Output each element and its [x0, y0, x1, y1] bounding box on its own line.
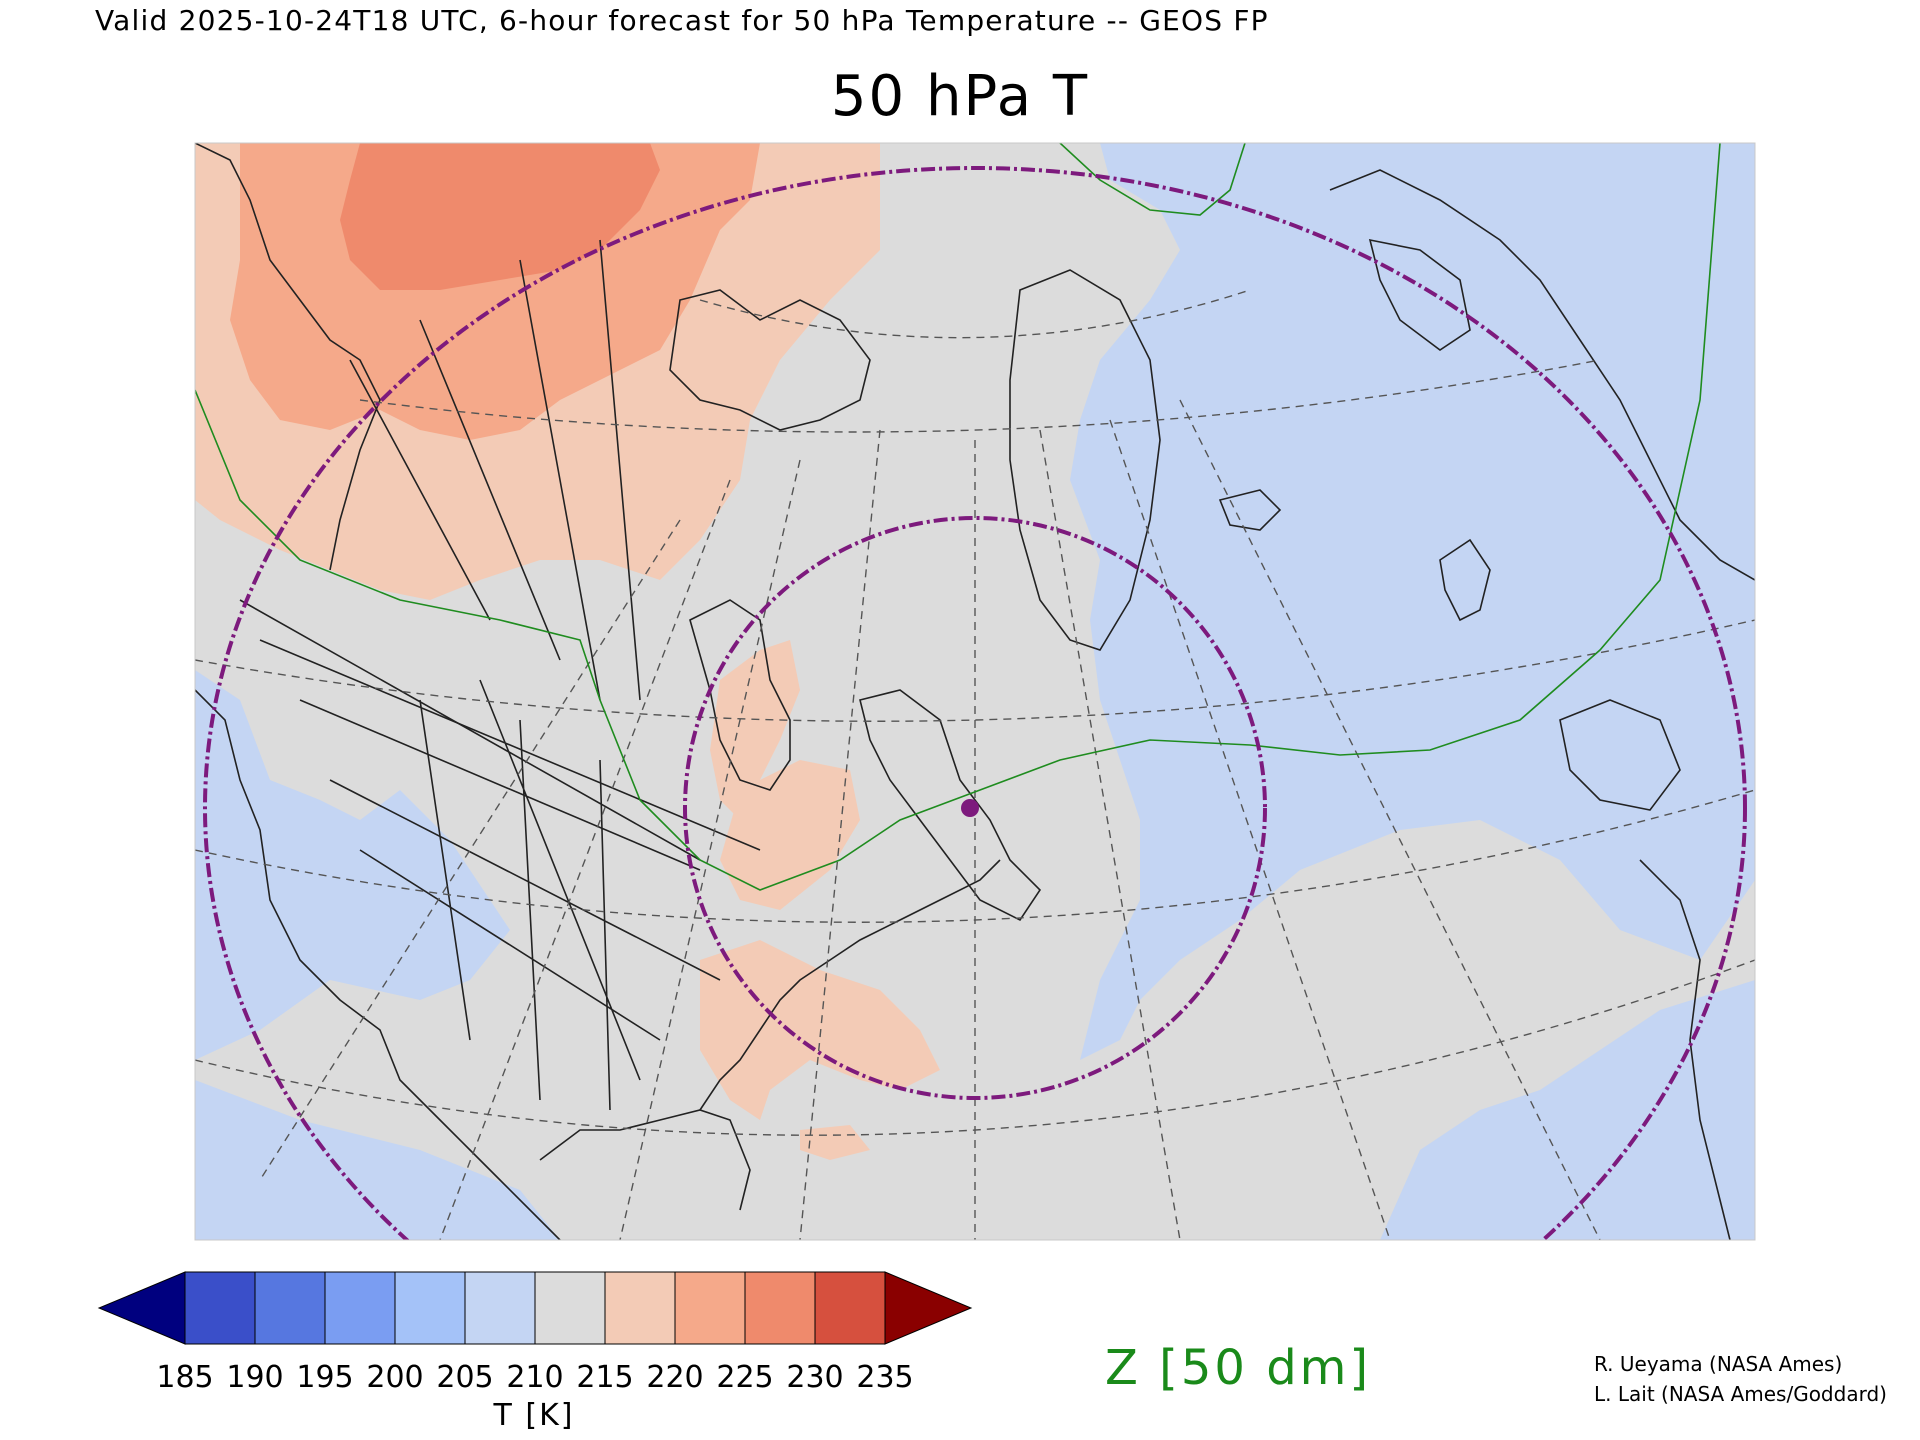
- meridian-120w: [259, 519, 681, 1181]
- colorbar-swatch: [674, 1271, 746, 1345]
- graticule: [195, 289, 1755, 1240]
- credit-line-1: R. Ueyama (NASA Ames): [1594, 1352, 1843, 1376]
- colorbar-over-triangle: [884, 1271, 973, 1345]
- parallel-45n: [195, 789, 1755, 923]
- cool-region-west: [195, 670, 510, 1060]
- coast-iceland: [1218, 489, 1282, 531]
- valid-time-header: Valid 2025-10-24T18 UTC, 6-hour forecast…: [95, 4, 1269, 37]
- meridian-15w: [1179, 399, 1601, 1240]
- colorbar-tick-label: 210: [506, 1360, 564, 1395]
- parallel-80n: [699, 289, 1251, 339]
- center-marker: [961, 799, 979, 817]
- map-frame: [194, 142, 1756, 1241]
- warm-region-offshore: [800, 1125, 870, 1160]
- parallel-30n: [195, 959, 1755, 1136]
- canada-province-lines: [239, 239, 701, 861]
- credit-line-2: L. Lait (NASA Ames/Goddard): [1594, 1382, 1887, 1406]
- colorbar-tick-label: 185: [156, 1360, 214, 1395]
- parallel-60n: [195, 619, 1755, 722]
- coast-arctic-islands: [669, 289, 871, 431]
- range-rings: [203, 166, 1747, 1240]
- coast-africa-west: [1639, 859, 1731, 1240]
- height-contour-main: [195, 143, 1721, 891]
- coast-north-america-west: [195, 689, 561, 1240]
- colorbar-swatch: [534, 1271, 606, 1345]
- coast-labrador: [859, 689, 1042, 922]
- coast-uk: [1439, 538, 1491, 622]
- coast-east: [699, 859, 1001, 1111]
- coast-hudson-bay: [689, 599, 791, 791]
- meridian-75w: [799, 429, 881, 1240]
- colorbar-swatch: [184, 1271, 256, 1345]
- warm-region-hudson: [710, 640, 800, 820]
- meridian-90w: [619, 459, 801, 1240]
- colorbar-swatch: [324, 1271, 396, 1345]
- colorbar-swatch: [464, 1271, 536, 1345]
- colorbar-swatch: [604, 1271, 676, 1345]
- us-state-lines: [259, 639, 761, 1111]
- coast-scandinavia: [1368, 238, 1471, 351]
- warm-temperature-region-3: [340, 143, 660, 290]
- cool-region-atlantic: [1070, 143, 1755, 1060]
- colorbar-tick-label: 200: [366, 1360, 424, 1395]
- cool-temperature-region: [195, 143, 1755, 1240]
- warm-region-core: [340, 143, 660, 290]
- colorbar-tick-label: 215: [576, 1360, 634, 1395]
- meridian-45w: [1039, 429, 1181, 1240]
- coast-gulf: [539, 1109, 751, 1211]
- coast-greenland: [1009, 269, 1161, 651]
- colorbar-tick-label: 190: [226, 1360, 284, 1395]
- colorbar-tick-label: 230: [786, 1360, 844, 1395]
- colorbar-swatch: [744, 1271, 816, 1345]
- coast-europe: [1329, 169, 1755, 581]
- colorbar-swatch: [814, 1271, 886, 1345]
- height-contours: [195, 143, 1721, 891]
- colorbar-tick-label: 205: [436, 1360, 494, 1395]
- coastlines: [195, 143, 1755, 1240]
- plot-title: 50 hPa T: [830, 64, 1090, 129]
- colorbar-swatch: [254, 1271, 326, 1345]
- range-ring-outer: [203, 166, 1747, 1240]
- cool-region-arctic-patch: [1085, 390, 1120, 450]
- colorbar-tick-label: 195: [296, 1360, 354, 1395]
- coast-alaska: [195, 143, 381, 571]
- parallel-75n: [359, 359, 1601, 433]
- height-contour-north: [1059, 143, 1246, 216]
- warm-region-eastcoast: [700, 940, 940, 1120]
- colorbar-tick-label: 225: [716, 1360, 774, 1395]
- cool-region-southeast: [1380, 980, 1755, 1240]
- meridian-105w: [439, 479, 731, 1240]
- colorbar-unit-label: T [K]: [493, 1398, 575, 1433]
- coast-iberia: [1559, 699, 1681, 811]
- cool-region-southwest: [195, 1080, 560, 1240]
- warm-region-great-lakes: [720, 760, 860, 910]
- colorbar-swatch: [394, 1271, 466, 1345]
- contour-legend-label: Z [50 dm]: [1105, 1340, 1372, 1396]
- colorbar-tick-label: 235: [856, 1360, 914, 1395]
- range-ring-inner: [683, 516, 1267, 1100]
- colorbar-tick-label: 220: [646, 1360, 704, 1395]
- colorbar-under-triangle: [97, 1271, 186, 1345]
- meridian-30w: [1109, 419, 1391, 1240]
